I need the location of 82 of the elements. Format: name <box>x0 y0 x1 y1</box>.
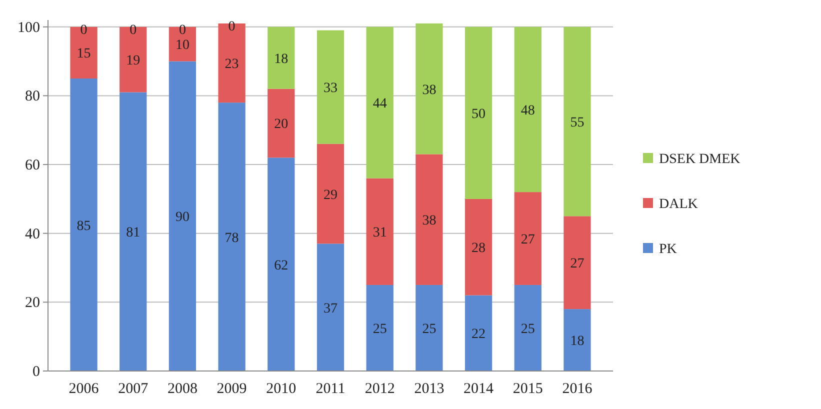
x-tick-label: 2013 <box>414 381 444 397</box>
x-tick-label: 2015 <box>512 381 543 397</box>
data-label: 10 <box>175 38 190 54</box>
data-label: 23 <box>224 57 239 72</box>
data-label: 18 <box>274 52 288 67</box>
bar <box>564 26 591 216</box>
bar <box>168 26 196 62</box>
x-tick-label: 2014 <box>464 381 494 397</box>
data-label: 27 <box>570 256 584 272</box>
bar <box>70 26 98 78</box>
data-label: 0 <box>228 19 236 34</box>
data-label: 85 <box>76 218 91 234</box>
data-label: 81 <box>126 226 140 241</box>
data-label: 27 <box>520 232 535 248</box>
y-tick-label: 100 <box>18 20 40 36</box>
data-label: 25 <box>422 322 436 337</box>
bar <box>268 26 295 89</box>
bar <box>416 154 443 285</box>
bar <box>268 88 295 158</box>
data-label: 0 <box>178 22 186 38</box>
data-label: 20 <box>274 117 288 132</box>
y-tick-label: 20 <box>25 295 40 312</box>
bar <box>416 23 443 154</box>
data-label: 22 <box>472 327 486 342</box>
data-label: 31 <box>372 226 387 241</box>
x-tick-label: 2011 <box>316 381 346 397</box>
data-label: 25 <box>372 322 387 337</box>
y-tick-label: 60 <box>25 158 40 174</box>
bar <box>120 26 147 92</box>
bar <box>464 26 492 199</box>
data-label: 78 <box>224 230 239 246</box>
x-tick-label: 2008 <box>167 381 198 397</box>
bar <box>514 26 542 192</box>
data-label: 38 <box>422 82 436 98</box>
bar <box>316 244 344 371</box>
bar <box>564 309 591 371</box>
data-label: 50 <box>472 106 486 122</box>
bar <box>464 198 492 296</box>
data-label: 38 <box>422 214 436 229</box>
legend-label: PK <box>659 242 677 257</box>
bar <box>120 92 147 371</box>
data-label: 55 <box>570 116 584 131</box>
data-label: 19 <box>126 54 140 69</box>
data-label: 37 <box>324 301 338 316</box>
data-label: 90 <box>175 210 190 226</box>
bar <box>316 30 344 144</box>
data-label: 62 <box>274 258 288 274</box>
bar <box>514 284 542 371</box>
data-label: 33 <box>324 81 338 96</box>
bar <box>416 284 443 371</box>
data-label: 25 <box>520 322 535 337</box>
bar <box>366 284 394 371</box>
data-label: 28 <box>472 241 486 256</box>
y-tick-label: 80 <box>25 88 40 105</box>
legend-label: DALK <box>659 197 698 212</box>
bar <box>70 78 98 371</box>
data-label: 15 <box>76 46 91 62</box>
x-tick-label: 2012 <box>364 381 395 397</box>
y-tick-label: 0 <box>32 364 40 380</box>
x-tick-label: 2006 <box>68 381 100 397</box>
bar <box>366 26 394 178</box>
x-tick-label: 2009 <box>216 381 247 397</box>
bar <box>464 295 492 371</box>
bar <box>316 144 344 244</box>
bar <box>366 178 394 285</box>
bar <box>514 192 542 285</box>
y-tick-label: 40 <box>25 226 40 242</box>
data-label: 0 <box>80 22 88 38</box>
data-label: 0 <box>130 22 137 38</box>
bar <box>564 216 591 310</box>
legend-label: DSEK DMEK <box>659 152 740 167</box>
bar <box>218 102 246 371</box>
data-label: 48 <box>520 103 535 118</box>
data-label: 29 <box>324 188 338 203</box>
x-tick-label: 2010 <box>266 381 296 397</box>
bar <box>168 61 196 371</box>
x-tick-label: 2007 <box>118 381 149 397</box>
bar <box>268 158 295 371</box>
x-tick-label: 2016 <box>562 381 593 397</box>
data-label: 44 <box>372 96 387 112</box>
data-label: 18 <box>570 334 584 350</box>
bar <box>218 23 246 103</box>
